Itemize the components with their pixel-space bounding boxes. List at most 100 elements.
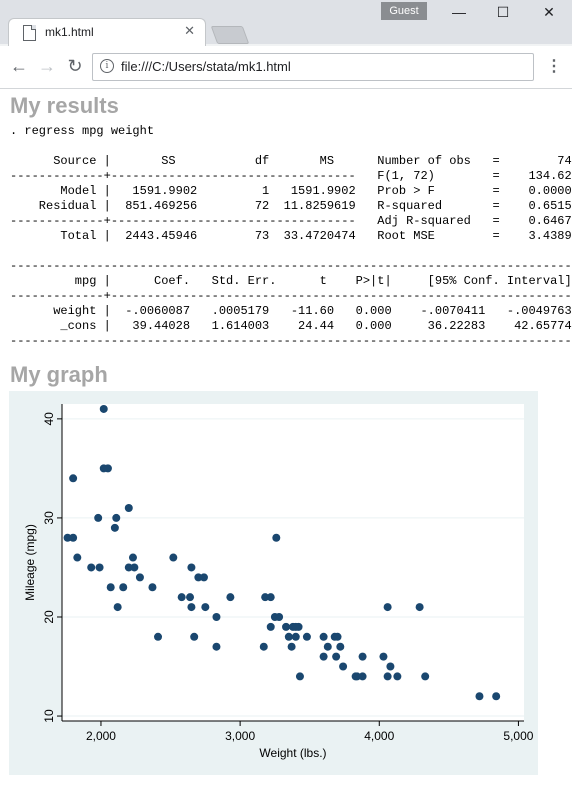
reload-icon[interactable]: ↻ (67, 56, 83, 76)
data-point (291, 622, 300, 631)
y-tick-label: 40 (42, 412, 56, 426)
y-tick-label: 10 (42, 709, 56, 723)
page-content: My results . regress mpg weight Source |… (0, 89, 572, 793)
output-line: Total | 2443.45946 73 33.4720474 Root MS… (10, 229, 572, 243)
data-point (112, 513, 121, 522)
address-bar[interactable]: i file:///C:/Users/stata/mk1.html (92, 53, 534, 81)
data-point (266, 593, 275, 602)
data-point (319, 632, 328, 641)
x-tick-label: 5,000 (503, 729, 533, 743)
data-point (415, 603, 424, 612)
close-window-button[interactable]: ✕ (543, 4, 555, 20)
profile-badge[interactable]: Guest (381, 2, 427, 20)
back-arrow-icon[interactable]: ← (10, 56, 28, 76)
browser-chrome: mk1.html ✕ Guest — ☐ ✕ ← → ↻ i file:///C… (0, 0, 572, 89)
data-point (63, 533, 72, 542)
data-point (212, 642, 221, 651)
data-point (284, 632, 293, 641)
data-point (319, 652, 328, 661)
tab-strip: mk1.html ✕ Guest — ☐ ✕ (0, 0, 572, 47)
data-point (291, 632, 300, 641)
output-line: -------------+--------------------------… (10, 289, 572, 303)
tab-title: mk1.html (45, 25, 94, 39)
scatter-chart: 2,000 3,000 4,000 5,000 10 20 30 40 Weight (lbs.… (23, 404, 534, 760)
data-point (169, 553, 178, 562)
output-line: ----------------------------------------… (10, 334, 572, 348)
info-icon[interactable]: i (100, 59, 114, 73)
results-heading: My results (10, 93, 119, 118)
data-point (135, 573, 144, 582)
data-point (226, 593, 235, 602)
data-point (393, 672, 402, 681)
data-point (99, 404, 108, 413)
data-point (275, 612, 284, 621)
data-point (199, 573, 208, 582)
minimize-button[interactable]: — (452, 4, 466, 20)
graph-heading: My graph (10, 362, 108, 387)
data-point (332, 652, 341, 661)
data-point (358, 652, 367, 661)
data-point (212, 612, 221, 621)
tab-mk1[interactable]: mk1.html ✕ (8, 18, 206, 47)
output-line: Source | SS df MS Number of obs = 74 (10, 154, 572, 168)
data-point (124, 504, 133, 513)
output-line: Residual | 851.469256 72 11.8259619 R-sq… (10, 199, 572, 213)
data-point (130, 563, 139, 572)
data-point (302, 632, 311, 641)
plot-area (62, 404, 524, 721)
maximize-button[interactable]: ☐ (496, 4, 510, 20)
data-point (187, 603, 196, 612)
menu-dots-icon[interactable]: ⋮ (546, 58, 562, 75)
output-line: mpg | Coef. Std. Err. t P>|t| [95% Conf.… (10, 274, 572, 288)
data-point (128, 553, 137, 562)
output-line: weight | -.0060087 .0005179 -11.60 0.000… (10, 304, 572, 318)
tab-close-icon[interactable]: ✕ (184, 23, 195, 38)
data-point (119, 583, 128, 592)
url-text[interactable]: file:///C:/Users/stata/mk1.html (121, 59, 291, 74)
data-point (475, 692, 484, 701)
data-point (106, 583, 115, 592)
data-point (110, 523, 119, 532)
output-line: -------------+--------------------------… (10, 214, 572, 228)
data-point (383, 672, 392, 681)
data-point (124, 563, 133, 572)
y-axis-title: Mileage (mpg) (23, 524, 37, 601)
data-point (95, 563, 104, 572)
data-point (201, 603, 210, 612)
data-point (69, 474, 78, 483)
data-point (87, 563, 96, 572)
data-point (386, 662, 395, 671)
data-point (323, 642, 332, 651)
data-point (336, 642, 345, 651)
data-point (287, 642, 296, 651)
data-point (154, 632, 163, 641)
data-point (358, 672, 367, 681)
data-point (187, 563, 196, 572)
x-tick-label: 4,000 (364, 729, 394, 743)
data-point (94, 513, 103, 522)
forward-arrow-icon[interactable]: → (38, 56, 56, 76)
data-point (492, 692, 501, 701)
data-point (177, 593, 186, 602)
data-point (333, 632, 342, 641)
data-point (295, 672, 304, 681)
data-point (186, 593, 195, 602)
output-line: -------------+--------------------------… (10, 169, 572, 183)
new-tab-button[interactable] (210, 26, 250, 44)
output-line: ----------------------------------------… (10, 259, 572, 273)
data-point (339, 662, 348, 671)
x-tick-label: 2,000 (86, 729, 116, 743)
toolbar: ← → ↻ i file:///C:/Users/stata/mk1.html … (0, 46, 572, 89)
y-tick-label: 20 (42, 610, 56, 624)
output-line: Model | 1591.9902 1 1591.9902 Prob > F =… (10, 184, 572, 198)
stata-output: . regress mpg weight Source | SS df MS N… (10, 124, 572, 349)
data-point (73, 553, 82, 562)
data-point (69, 533, 78, 542)
data-point (272, 533, 281, 542)
graph-region: 2,000 3,000 4,000 5,000 10 20 30 40 Weight (lbs.… (9, 391, 538, 775)
data-point (282, 622, 291, 631)
data-point (421, 672, 430, 681)
output-line: _cons | 39.44028 1.614003 24.44 0.000 36… (10, 319, 572, 333)
data-point (194, 573, 203, 582)
y-tick-label: 30 (42, 511, 56, 525)
